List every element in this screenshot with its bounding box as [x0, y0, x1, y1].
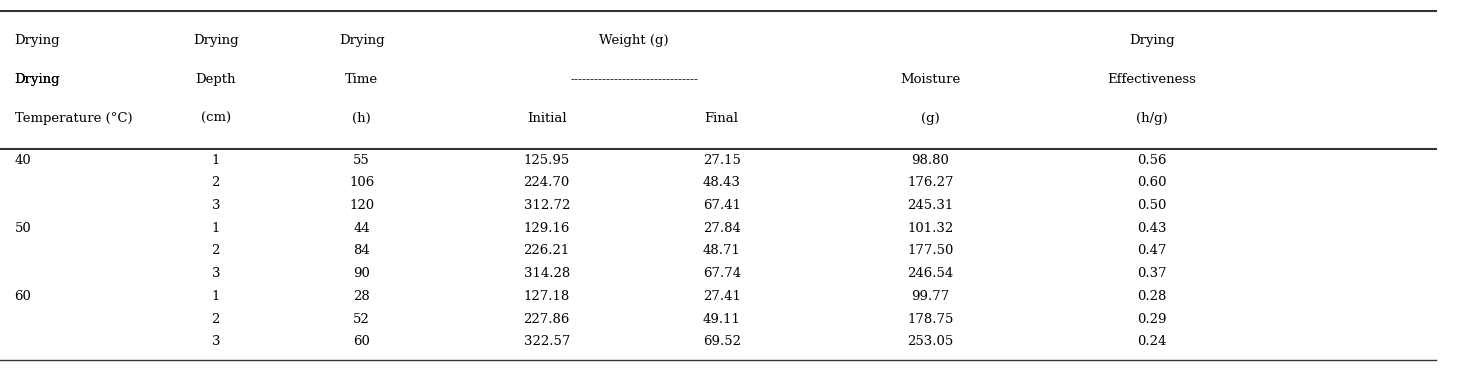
Text: 127.18: 127.18 — [523, 290, 570, 303]
Text: 0.50: 0.50 — [1137, 199, 1166, 212]
Text: Final: Final — [704, 112, 739, 125]
Text: 0.60: 0.60 — [1137, 176, 1166, 190]
Text: 3: 3 — [211, 335, 220, 348]
Text: 0.37: 0.37 — [1137, 267, 1166, 280]
Text: 84: 84 — [353, 244, 370, 258]
Text: 227.86: 227.86 — [523, 312, 570, 326]
Text: 67.41: 67.41 — [703, 199, 741, 212]
Text: 322.57: 322.57 — [523, 335, 570, 348]
Text: 67.74: 67.74 — [703, 267, 741, 280]
Text: 27.15: 27.15 — [703, 154, 741, 167]
Text: 28: 28 — [353, 290, 370, 303]
Text: 40: 40 — [15, 154, 31, 167]
Text: 90: 90 — [353, 267, 370, 280]
Text: Drying: Drying — [1128, 34, 1175, 47]
Text: 98.80: 98.80 — [911, 154, 949, 167]
Text: Weight (g): Weight (g) — [599, 34, 669, 47]
Text: Initial: Initial — [526, 112, 567, 125]
Text: Drying: Drying — [192, 34, 239, 47]
Text: 0.28: 0.28 — [1137, 290, 1166, 303]
Text: 314.28: 314.28 — [523, 267, 570, 280]
Text: 106: 106 — [348, 176, 375, 190]
Text: 44: 44 — [353, 222, 370, 235]
Text: 226.21: 226.21 — [523, 244, 570, 258]
Text: 0.43: 0.43 — [1137, 222, 1166, 235]
Text: (h): (h) — [353, 112, 370, 125]
Text: 1: 1 — [211, 290, 220, 303]
Text: Depth: Depth — [195, 73, 236, 86]
Text: 3: 3 — [211, 199, 220, 212]
Text: 50: 50 — [15, 222, 31, 235]
Text: Time: Time — [346, 73, 378, 86]
Text: 0.56: 0.56 — [1137, 154, 1166, 167]
Text: Drying: Drying — [15, 34, 60, 47]
Text: 245.31: 245.31 — [907, 199, 954, 212]
Text: 69.52: 69.52 — [703, 335, 741, 348]
Text: 0.24: 0.24 — [1137, 335, 1166, 348]
Text: Drying: Drying — [15, 73, 60, 86]
Text: 120: 120 — [348, 199, 375, 212]
Text: 48.71: 48.71 — [703, 244, 741, 258]
Text: 101.32: 101.32 — [907, 222, 954, 235]
Text: --------------------------------: -------------------------------- — [570, 73, 698, 86]
Text: 0.29: 0.29 — [1137, 312, 1166, 326]
Text: (cm): (cm) — [201, 112, 230, 125]
Text: 178.75: 178.75 — [907, 312, 954, 326]
Text: 176.27: 176.27 — [907, 176, 954, 190]
Text: 129.16: 129.16 — [523, 222, 570, 235]
Text: 0.47: 0.47 — [1137, 244, 1166, 258]
Text: 3: 3 — [211, 267, 220, 280]
Text: 312.72: 312.72 — [523, 199, 570, 212]
Text: 60: 60 — [353, 335, 370, 348]
Text: 1: 1 — [211, 154, 220, 167]
Text: 52: 52 — [353, 312, 370, 326]
Text: 177.50: 177.50 — [907, 244, 954, 258]
Text: 55: 55 — [353, 154, 370, 167]
Text: 125.95: 125.95 — [523, 154, 570, 167]
Text: 2: 2 — [211, 312, 220, 326]
Text: Temperature (°C): Temperature (°C) — [15, 112, 133, 125]
Text: 2: 2 — [211, 244, 220, 258]
Text: 60: 60 — [15, 290, 32, 303]
Text: 1: 1 — [211, 222, 220, 235]
Text: 27.84: 27.84 — [703, 222, 741, 235]
Text: Effectiveness: Effectiveness — [1108, 73, 1196, 86]
Text: Moisture: Moisture — [900, 73, 961, 86]
Text: 253.05: 253.05 — [907, 335, 954, 348]
Text: 246.54: 246.54 — [907, 267, 954, 280]
Text: 224.70: 224.70 — [523, 176, 570, 190]
Text: 99.77: 99.77 — [911, 290, 949, 303]
Text: 2: 2 — [211, 176, 220, 190]
Text: 48.43: 48.43 — [703, 176, 741, 190]
Text: Drying: Drying — [338, 34, 385, 47]
Text: 49.11: 49.11 — [703, 312, 741, 326]
Text: (h/g): (h/g) — [1136, 112, 1168, 125]
Text: 27.41: 27.41 — [703, 290, 741, 303]
Text: Drying: Drying — [15, 73, 60, 86]
Text: (g): (g) — [921, 112, 939, 125]
